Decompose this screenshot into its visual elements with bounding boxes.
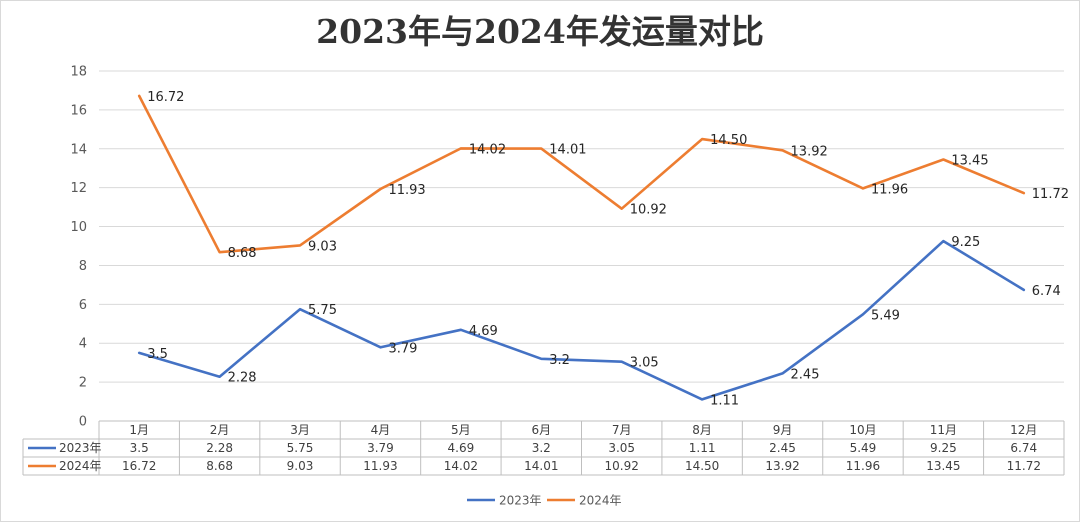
- table-cell-value: 2.45: [769, 441, 796, 455]
- table-cell-value: 5.75: [287, 441, 314, 455]
- table-cell-value: 3.79: [367, 441, 394, 455]
- data-label: 14.01: [549, 143, 586, 158]
- x-axis-category-label: 7月: [612, 423, 632, 437]
- data-label: 8.68: [228, 246, 257, 261]
- data-labels: 3.5 2.28 5.75 3.79 4.69 3.2 3.05 1.11 2.45 5.49 9.…: [147, 90, 1069, 409]
- series-lines: [137, 94, 1026, 401]
- data-label: 3.79: [388, 341, 417, 356]
- y-tick-label: 4: [79, 337, 87, 352]
- x-axis-category-label: 11月: [930, 423, 957, 437]
- table-cell-value: 2.28: [206, 441, 233, 455]
- table-cell-value: 5.49: [850, 441, 877, 455]
- data-label: 2.45: [791, 367, 820, 382]
- data-label: 14.50: [710, 133, 747, 148]
- data-label: 6.74: [1032, 284, 1061, 299]
- data-label: 13.45: [951, 153, 988, 168]
- data-label: 5.49: [871, 308, 900, 323]
- table-cell-value: 13.92: [765, 459, 799, 473]
- data-label: 9.25: [951, 235, 980, 250]
- x-axis-category-label: 6月: [531, 423, 551, 437]
- y-tick-label: 6: [79, 298, 87, 313]
- data-label: 10.92: [630, 203, 667, 218]
- x-axis-category-label: 1月: [129, 423, 149, 437]
- table-cell-value: 16.72: [122, 459, 156, 473]
- x-axis-category-label: 10月: [849, 423, 876, 437]
- table-cell-value: 3.5: [130, 441, 149, 455]
- y-tick-label: 12: [70, 181, 87, 196]
- x-axis-category-label: 4月: [371, 423, 391, 437]
- data-label: 11.93: [388, 183, 425, 198]
- series-line-2: [137, 94, 1026, 254]
- table-cell-value: 13.45: [926, 459, 960, 473]
- data-label: 9.03: [308, 239, 337, 254]
- x-axis-category-label: 12月: [1010, 423, 1037, 437]
- data-label: 11.96: [871, 182, 908, 197]
- data-label: 14.02: [469, 142, 506, 157]
- table-cell-value: 4.69: [448, 441, 475, 455]
- y-tick-label: 8: [79, 259, 87, 274]
- table-cell-value: 3.2: [532, 441, 551, 455]
- data-label: 3.05: [630, 356, 659, 371]
- data-label: 1.11: [710, 393, 739, 408]
- data-label: 11.72: [1032, 187, 1069, 202]
- table-series-name: 2023年: [59, 441, 102, 455]
- table-cell-value: 11.93: [363, 459, 397, 473]
- y-tick-label: 16: [70, 103, 87, 118]
- series-line-1: [137, 239, 1026, 401]
- table-cell-value: 9.25: [930, 441, 957, 455]
- data-label: 2.28: [228, 371, 257, 386]
- y-tick-label: 14: [70, 142, 87, 157]
- table-cell-value: 6.74: [1010, 441, 1037, 455]
- table-cell-value: 3.05: [608, 441, 635, 455]
- table-cell-value: 9.03: [287, 459, 314, 473]
- data-label: 4.69: [469, 324, 498, 339]
- y-tick-label: 0: [79, 415, 87, 430]
- table-series-name: 2024年: [59, 459, 102, 473]
- y-tick-label: 18: [70, 65, 87, 80]
- y-tick-label: 10: [70, 220, 87, 235]
- x-axis-category-label: 9月: [773, 423, 793, 437]
- table-cell-value: 8.68: [206, 459, 233, 473]
- x-axis-category-label: 2月: [210, 423, 230, 437]
- table-cell-value: 11.96: [846, 459, 880, 473]
- y-axis-tick-labels: 0 2 4 6 8 10 12 14 16 18: [70, 65, 87, 430]
- y-tick-label: 2: [79, 376, 87, 391]
- legend-label: 2023年: [499, 494, 542, 508]
- table-cell-value: 11.72: [1007, 459, 1041, 473]
- table-cell-value: 14.50: [685, 459, 719, 473]
- data-label: 3.5: [147, 347, 168, 362]
- chart-title: 2023年与2024年发运量对比: [316, 12, 764, 51]
- data-label: 5.75: [308, 303, 337, 318]
- table-cell-value: 10.92: [605, 459, 639, 473]
- legend-label: 2024年: [579, 494, 622, 508]
- data-label: 3.2: [549, 353, 570, 368]
- data-label: 16.72: [147, 90, 184, 105]
- x-axis-category-label: 3月: [290, 423, 310, 437]
- table-cell-value: 14.02: [444, 459, 478, 473]
- x-axis-category-label: 5月: [451, 423, 471, 437]
- data-table: 1月 2月 3月 4月 5月 6月 7月 8月 9月 10月 11月 12月 2023年 3.5 2.28 5…: [22, 420, 1065, 476]
- x-axis-category-label: 8月: [692, 423, 712, 437]
- legend: 2023年 2024年: [467, 494, 622, 508]
- table-cell-value: 1.11: [689, 441, 716, 455]
- data-label: 13.92: [791, 144, 828, 159]
- table-cell-value: 14.01: [524, 459, 558, 473]
